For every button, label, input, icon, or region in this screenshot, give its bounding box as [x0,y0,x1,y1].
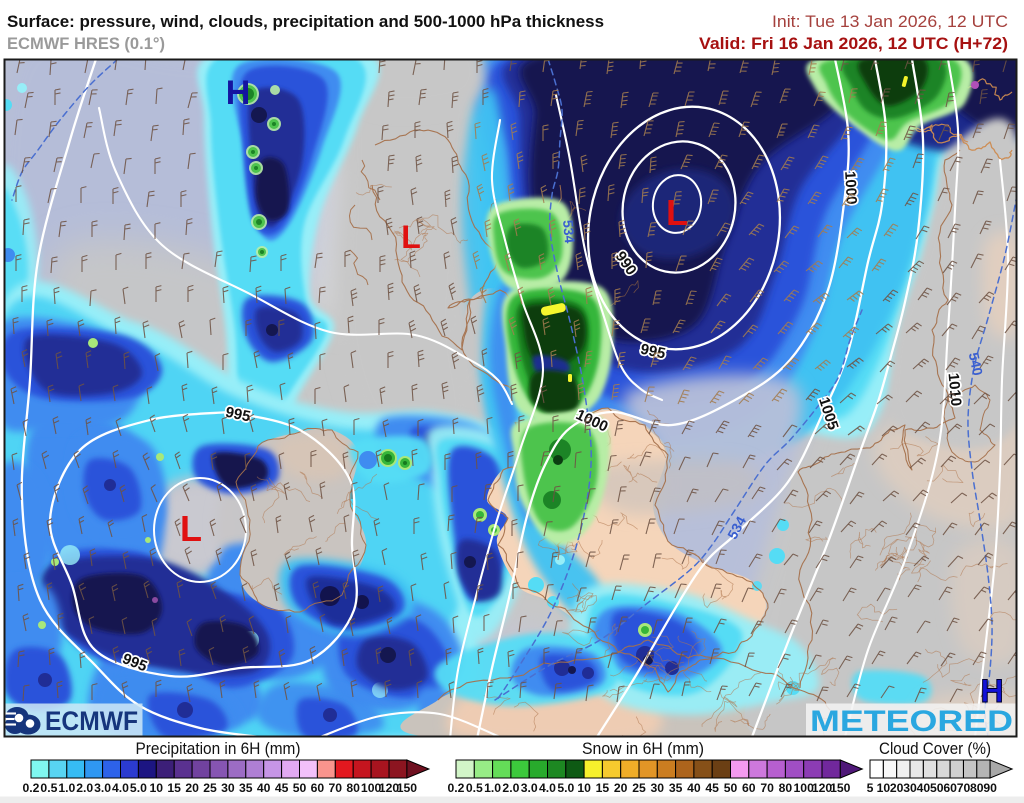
svg-text:METEORED: METEORED [810,705,1013,738]
svg-text:2.0: 2.0 [502,781,519,795]
svg-text:60: 60 [943,781,957,795]
svg-text:5: 5 [867,781,874,795]
svg-text:Init: Tue 13 Jan 2026, 12 UTC: Init: Tue 13 Jan 2026, 12 UTC [772,13,1008,31]
svg-text:L: L [666,192,688,233]
svg-text:20: 20 [890,781,904,795]
svg-text:H: H [980,673,1003,709]
svg-text:Surface: pressure, wind, cloud: Surface: pressure, wind, clouds, precipi… [7,12,604,31]
svg-text:30: 30 [221,781,235,795]
svg-text:45: 45 [705,781,719,795]
svg-text:40: 40 [687,781,701,795]
svg-text:ECMWF: ECMWF [45,706,138,736]
svg-text:0.5: 0.5 [466,781,483,795]
svg-text:60: 60 [311,781,325,795]
svg-text:4.0: 4.0 [539,781,556,795]
svg-text:90: 90 [983,781,997,795]
svg-text:534: 534 [560,219,578,244]
svg-text:Cloud Cover (%): Cloud Cover (%) [879,739,991,758]
svg-text:50: 50 [293,781,307,795]
svg-text:3.0: 3.0 [94,781,111,795]
svg-text:60: 60 [742,781,756,795]
svg-text:10: 10 [877,781,891,795]
svg-text:10: 10 [577,781,591,795]
svg-text:80: 80 [970,781,984,795]
svg-text:540: 540 [966,351,987,377]
svg-text:10: 10 [150,781,164,795]
svg-text:1.0: 1.0 [484,781,501,795]
svg-text:35: 35 [239,781,253,795]
svg-text:1010: 1010 [945,372,965,407]
svg-text:100: 100 [361,781,382,795]
svg-text:70: 70 [957,781,971,795]
svg-text:0.2: 0.2 [448,781,465,795]
svg-text:120: 120 [379,781,400,795]
svg-text:1.0: 1.0 [58,781,75,795]
svg-text:0.5: 0.5 [40,781,57,795]
svg-text:ECMWF HRES (0.1°): ECMWF HRES (0.1°) [7,34,165,53]
svg-text:150: 150 [397,781,418,795]
svg-text:25: 25 [632,781,646,795]
svg-text:70: 70 [329,781,343,795]
svg-text:20: 20 [614,781,628,795]
svg-text:15: 15 [167,781,181,795]
svg-text:2.0: 2.0 [76,781,93,795]
svg-text:40: 40 [257,781,271,795]
svg-text:L: L [180,508,202,549]
svg-text:H: H [226,74,251,112]
svg-text:80: 80 [779,781,793,795]
svg-text:50: 50 [930,781,944,795]
svg-text:1000: 1000 [841,171,860,205]
svg-text:L: L [401,219,421,255]
svg-text:25: 25 [203,781,217,795]
svg-text:30: 30 [651,781,665,795]
svg-text:120: 120 [812,781,833,795]
svg-text:0.2: 0.2 [23,781,40,795]
svg-text:Valid: Fri 16 Jan 2026, 12 UTC: Valid: Fri 16 Jan 2026, 12 UTC (H+72) [699,35,1008,53]
svg-text:4.0: 4.0 [112,781,129,795]
svg-text:20: 20 [185,781,199,795]
svg-text:45: 45 [275,781,289,795]
svg-text:3.0: 3.0 [521,781,538,795]
svg-text:30: 30 [903,781,917,795]
svg-text:15: 15 [596,781,610,795]
svg-text:50: 50 [724,781,738,795]
svg-text:5.0: 5.0 [557,781,574,795]
svg-text:35: 35 [669,781,683,795]
svg-text:100: 100 [794,781,815,795]
svg-text:40: 40 [917,781,931,795]
svg-text:150: 150 [830,781,851,795]
svg-text:70: 70 [760,781,774,795]
svg-text:Precipitation in 6H (mm): Precipitation in 6H (mm) [136,739,301,758]
svg-text:80: 80 [346,781,360,795]
svg-text:Snow in 6H (mm): Snow in 6H (mm) [582,739,704,758]
svg-text:5.0: 5.0 [130,781,147,795]
